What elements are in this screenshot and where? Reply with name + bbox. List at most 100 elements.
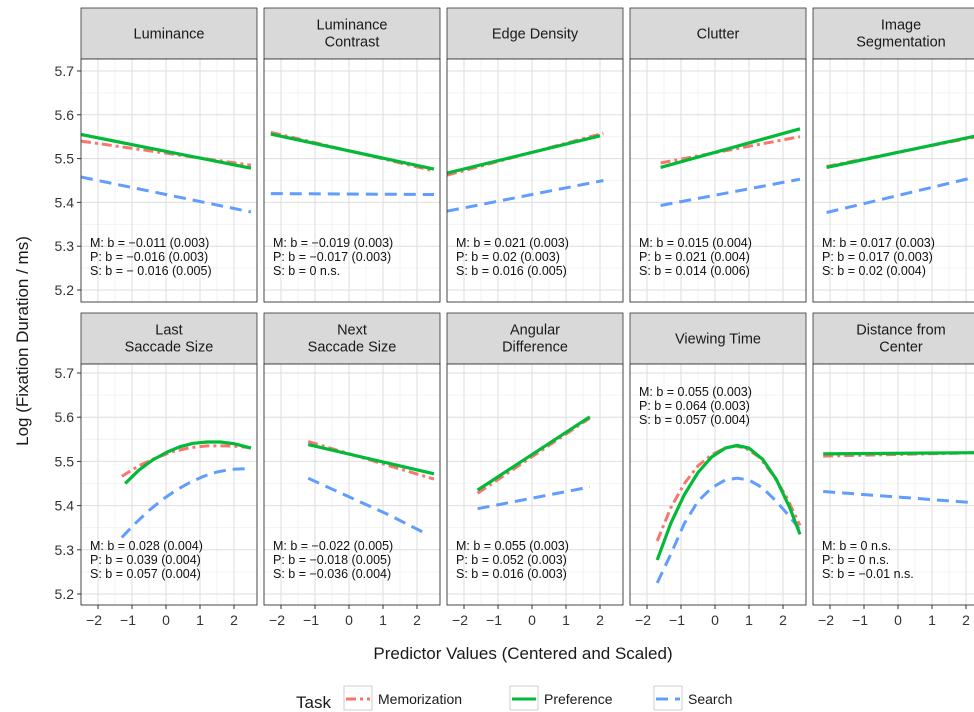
series-line-preference — [270, 132, 435, 171]
x-tick-label: −1 — [486, 612, 502, 628]
panel-border — [263, 363, 441, 606]
facet-strip — [263, 7, 441, 60]
panel-border — [446, 363, 624, 606]
facet-strip — [446, 7, 624, 60]
series-group — [823, 451, 974, 505]
series-group — [270, 130, 435, 196]
x-tick-label: 0 — [528, 612, 536, 628]
x-tick-label: 0 — [162, 612, 170, 628]
coefficient-annotation: P: b = 0.052 (0.003) — [456, 553, 567, 567]
series-line-search — [447, 179, 604, 213]
coefficient-annotation: M: b = 0.028 (0.004) — [90, 539, 203, 553]
plot-area — [264, 364, 440, 605]
coefficient-annotation: P: b = 0.017 (0.003) — [822, 250, 933, 264]
coefficient-annotation: S: b = −0.01 n.s. — [822, 567, 914, 581]
major-grid — [81, 59, 257, 302]
series-line-preference — [826, 134, 974, 169]
facet-strip — [812, 312, 974, 365]
y-tick-label: 5.6 — [55, 107, 75, 123]
x-tick-label: 0 — [711, 612, 719, 628]
x-tick-label: 1 — [928, 612, 936, 628]
x-tick-label: 1 — [562, 612, 570, 628]
series-line-search — [120, 467, 252, 539]
coefficient-annotation: P: b = 0 n.s. — [822, 553, 889, 567]
facet-strip — [80, 312, 258, 365]
x-tick-label: −1 — [120, 612, 136, 628]
series-line-preference — [307, 443, 435, 476]
panel-border — [812, 363, 974, 606]
coefficient-annotation: S: b = − 0.016 (0.005) — [90, 264, 212, 278]
series-line-search — [826, 175, 974, 214]
facet-strip-label: Edge Density — [492, 27, 579, 43]
series-line-search — [660, 177, 801, 207]
minor-grid — [264, 364, 440, 605]
series-line-search — [823, 490, 974, 505]
major-grid — [630, 59, 806, 302]
facet-strip-label: Saccade Size — [125, 340, 214, 356]
panel-border — [263, 58, 441, 303]
legend: Task Memorization Preference Search — [296, 685, 732, 712]
series-line-preference — [476, 415, 591, 492]
series-group — [476, 415, 591, 511]
legend-title: Task — [296, 693, 331, 712]
coefficient-annotation: M: b = −0.019 (0.003) — [273, 236, 393, 250]
series-group — [120, 440, 252, 539]
plot-area — [81, 364, 257, 605]
x-tick-label: −2 — [269, 612, 285, 628]
legend-label: Memorization — [378, 691, 462, 707]
facet-strip-label: Distance from — [856, 323, 945, 339]
series-line-memorization — [121, 444, 252, 478]
minor-grid — [630, 59, 806, 302]
series-group — [826, 134, 974, 214]
coefficient-annotation: P: b = 0.021 (0.004) — [639, 250, 750, 264]
y-tick-label: 5.4 — [55, 194, 75, 210]
coefficient-annotation: P: b = −0.018 (0.005) — [273, 553, 391, 567]
facet-strip-label: Next — [337, 323, 367, 339]
x-tick-label: −2 — [452, 612, 468, 628]
y-tick-label: 5.3 — [55, 542, 75, 558]
series-line-preference — [660, 127, 801, 169]
coefficient-annotation: M: b = 0.021 (0.003) — [456, 236, 569, 250]
coefficient-annotation: S: b = 0.02 (0.004) — [822, 264, 926, 278]
coefficient-annotation: P: b = 0.02 (0.003) — [456, 250, 560, 264]
series-group — [655, 443, 802, 584]
panel-border — [629, 58, 807, 303]
y-axis: 5.2 5.3 5.4 5.5 5.6 5.7 5.2 5.3 5.4 5.5 5.6 5.7 — [55, 63, 81, 602]
x-tick-label: 1 — [196, 612, 204, 628]
facet-strip-label: Contrast — [325, 35, 380, 51]
y-tick-label: 5.3 — [55, 238, 75, 254]
series-line-preference — [447, 134, 601, 175]
major-grid — [447, 59, 623, 302]
series-line-preference — [655, 443, 802, 561]
x-tick-label: −2 — [635, 612, 651, 628]
series-group — [307, 440, 435, 536]
coefficient-annotation: S: b = 0.057 (0.004) — [90, 567, 201, 581]
coefficient-annotation: S: b = 0.016 (0.005) — [456, 264, 567, 278]
x-axis: −2 −1 0 1 2 −2 −1 0 1 2 −2 −1 0 1 2 −2 −1 0 1 2 −2 −1 0 1 2 — [86, 605, 970, 628]
legend-label: Search — [688, 691, 732, 707]
series-line-search — [270, 192, 435, 196]
panel-border — [80, 58, 258, 303]
y-tick-label: 5.7 — [55, 365, 75, 381]
minor-grid — [81, 59, 257, 302]
facet-strip — [629, 312, 807, 365]
coefficient-annotation: M: b = −0.011 (0.003) — [90, 236, 209, 250]
coefficient-annotation: M: b = 0 n.s. — [822, 539, 891, 553]
y-axis-title: Log (Fixation Duration / ms) — [13, 236, 32, 446]
facet-panel: Clutter M: b = 0.015 (0.004)P: b = 0.021 … — [629, 7, 807, 303]
facet-strip — [446, 312, 624, 365]
major-grid — [81, 364, 257, 605]
minor-grid — [813, 364, 974, 605]
major-grid — [264, 59, 440, 302]
legend-label: Preference — [544, 691, 613, 707]
facet-strip-label: Segmentation — [856, 35, 945, 51]
coefficient-annotation: S: b = −0.036 (0.004) — [273, 567, 391, 581]
x-tick-label: 2 — [413, 612, 421, 628]
coefficient-annotation: S: b = 0.016 (0.003) — [456, 567, 567, 581]
minor-grid — [81, 364, 257, 605]
